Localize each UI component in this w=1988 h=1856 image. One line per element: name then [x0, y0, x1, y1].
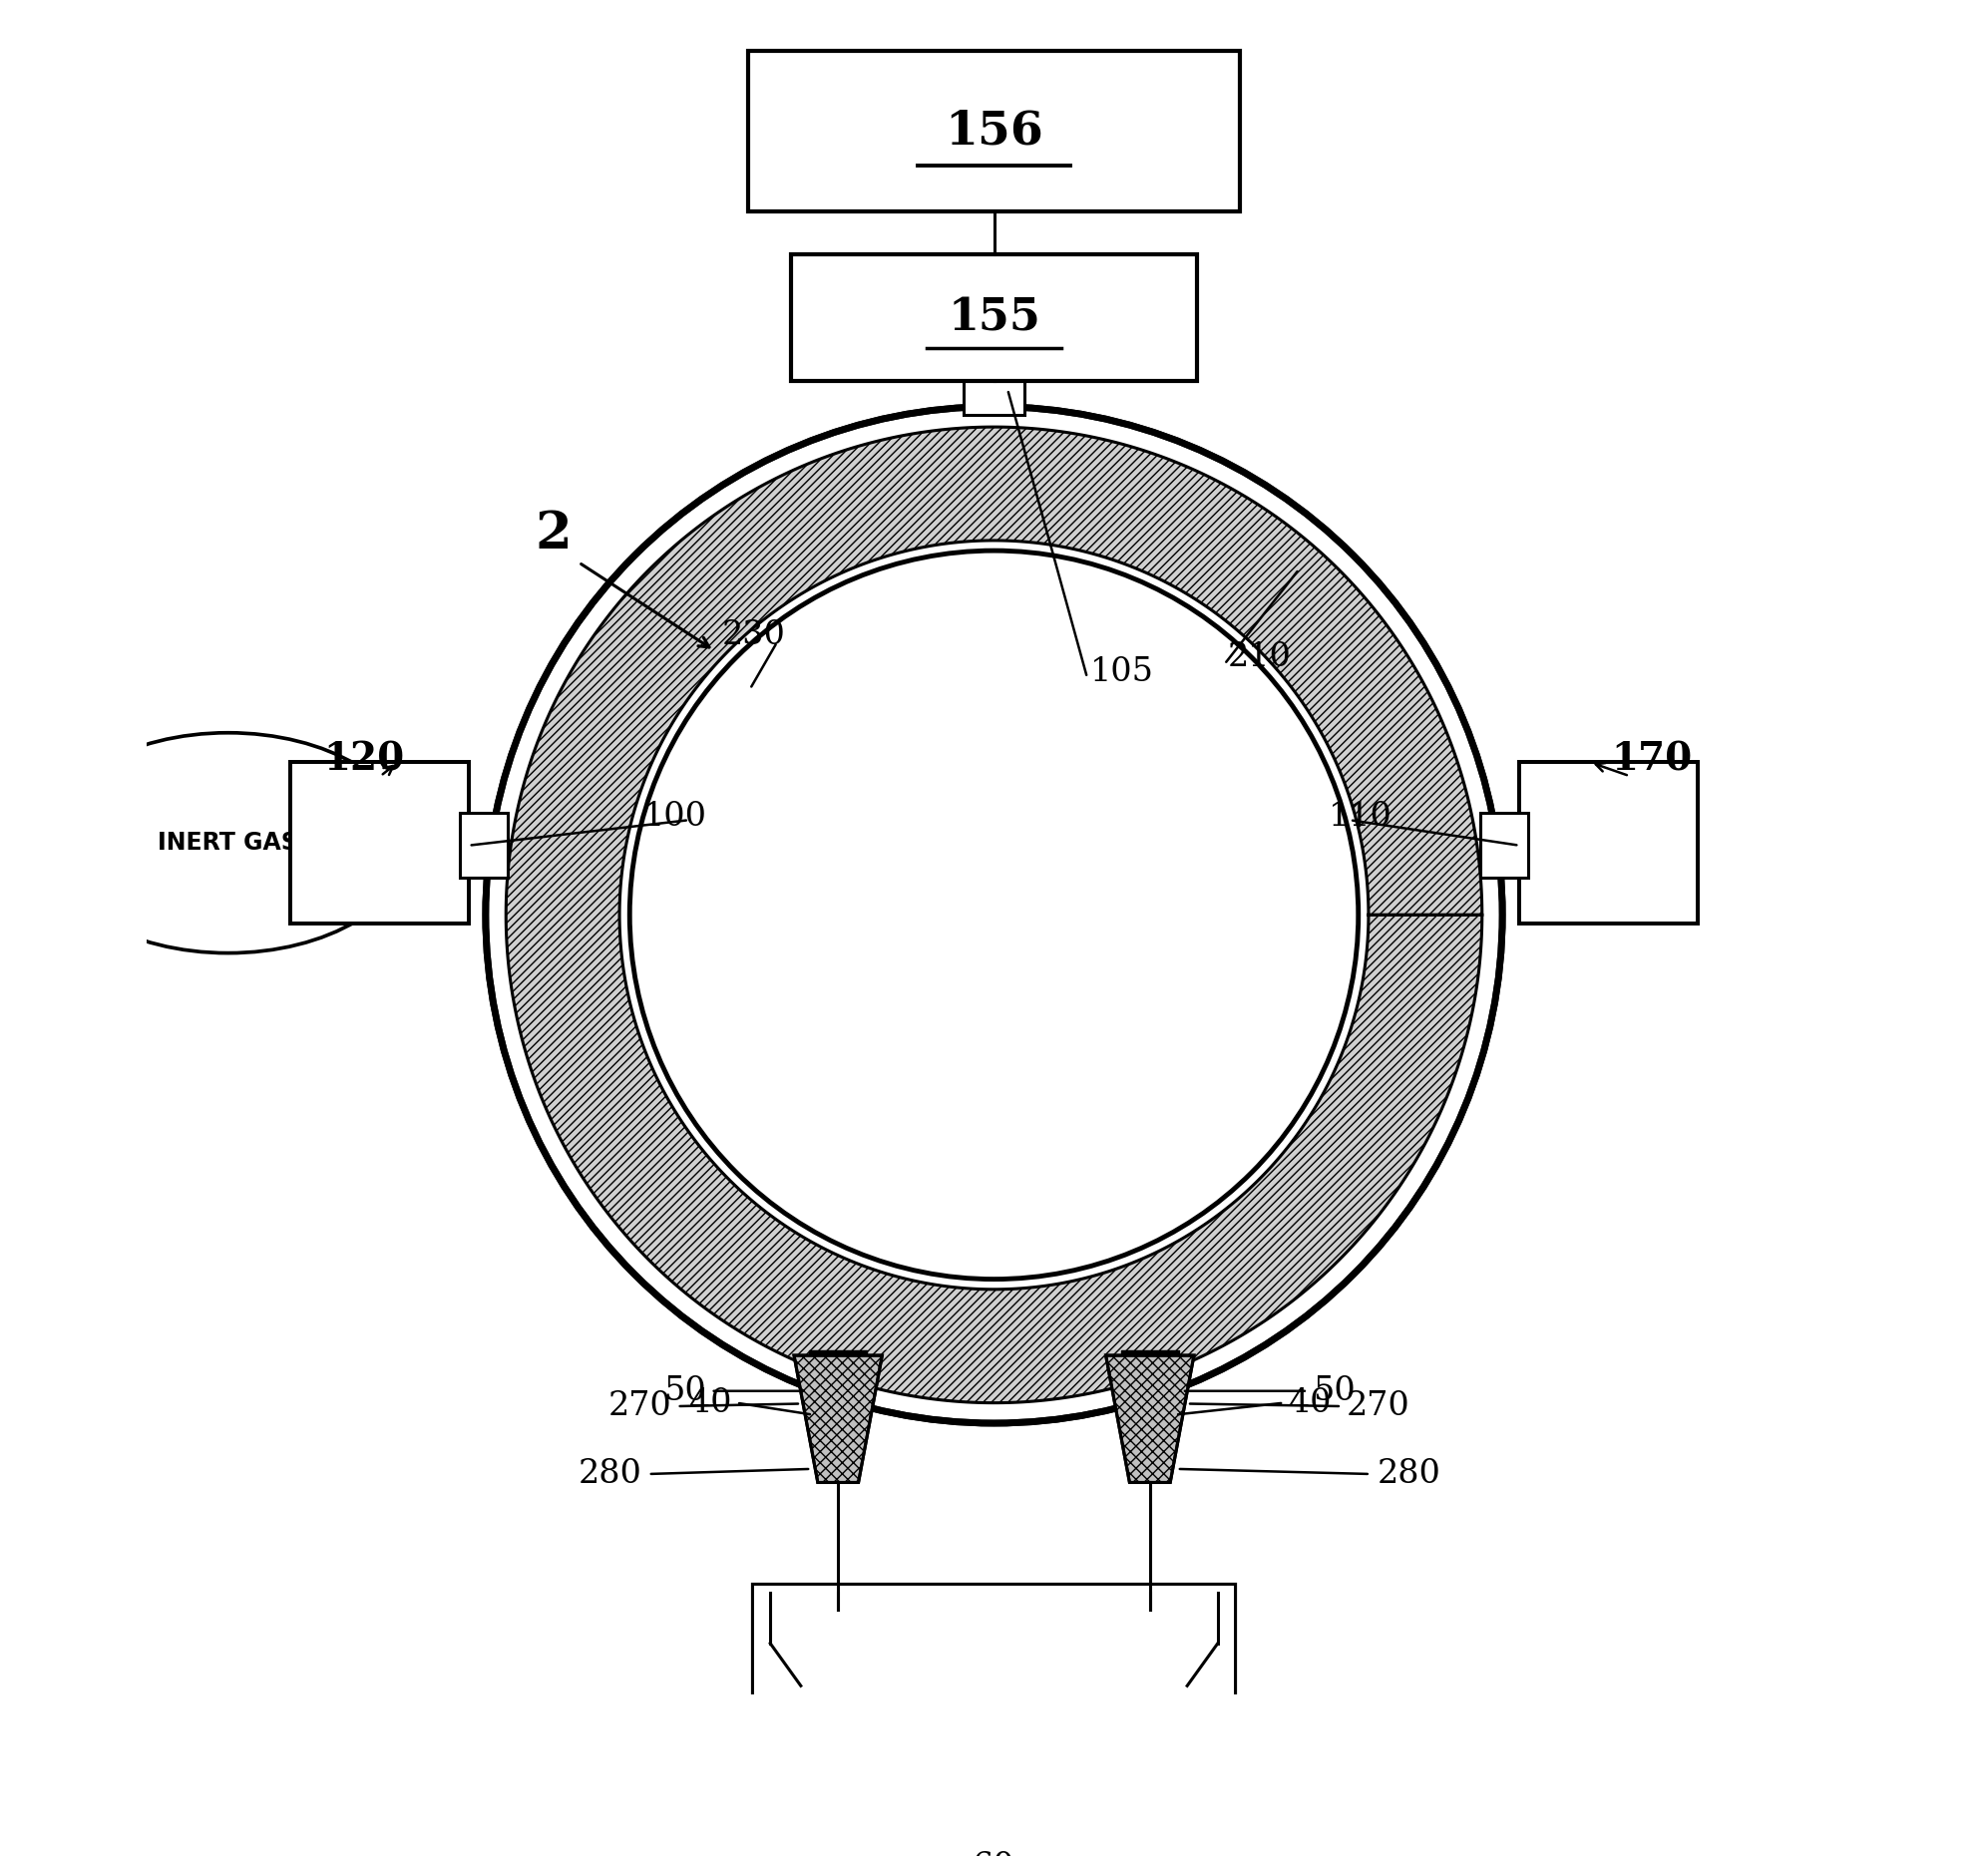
Text: 156: 156 — [944, 108, 1044, 154]
Text: 280: 280 — [1378, 1459, 1441, 1490]
Text: 60: 60 — [972, 1850, 1016, 1856]
Text: 280: 280 — [579, 1459, 642, 1490]
Bar — [747, 50, 1241, 212]
Bar — [290, 763, 469, 924]
Text: 100: 100 — [644, 800, 708, 833]
Bar — [1519, 763, 1698, 924]
Bar — [791, 254, 1197, 380]
Text: 2: 2 — [535, 509, 573, 559]
Text: 155: 155 — [948, 297, 1040, 340]
Polygon shape — [507, 427, 1481, 1403]
Circle shape — [485, 406, 1503, 1424]
Polygon shape — [793, 1355, 883, 1483]
Text: 40: 40 — [690, 1386, 732, 1418]
Text: 110: 110 — [1328, 800, 1392, 833]
Text: 120: 120 — [324, 741, 404, 778]
Bar — [1121, 1351, 1179, 1431]
Polygon shape — [1105, 1355, 1195, 1483]
Text: 40: 40 — [1288, 1386, 1332, 1418]
Bar — [964, 351, 1024, 416]
Text: 210: 210 — [1229, 642, 1292, 674]
Polygon shape — [753, 1585, 1235, 1830]
Text: 270: 270 — [1346, 1390, 1409, 1422]
Text: 170: 170 — [1610, 741, 1692, 778]
Text: 230: 230 — [722, 620, 785, 651]
Text: INERT GAS: INERT GAS — [157, 831, 298, 856]
Ellipse shape — [46, 733, 410, 952]
Text: 50: 50 — [664, 1375, 706, 1407]
Circle shape — [630, 551, 1358, 1279]
Text: 270: 270 — [608, 1390, 672, 1422]
Bar — [459, 813, 507, 878]
Text: 50: 50 — [1312, 1375, 1356, 1407]
Text: 105: 105 — [1091, 657, 1155, 689]
Bar — [809, 1351, 867, 1431]
Bar — [1481, 813, 1529, 878]
